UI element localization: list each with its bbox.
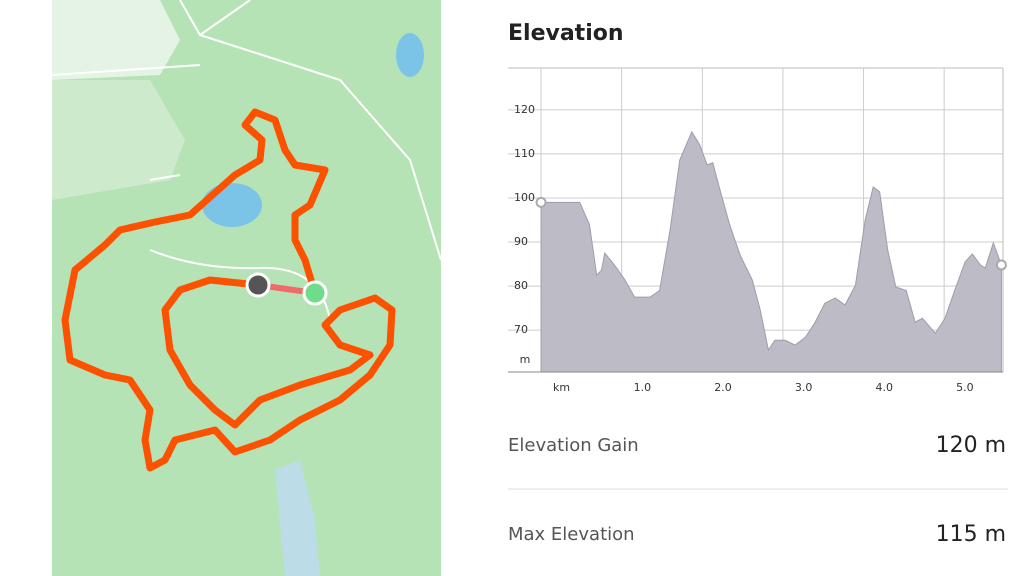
open-area — [52, 80, 185, 200]
endpoint-marker — [535, 196, 547, 208]
x-tick-label: km — [553, 381, 570, 394]
finish-marker — [245, 272, 271, 298]
lake — [202, 183, 262, 227]
elevation-area — [540, 130, 1002, 373]
elevation-chart: 70 80 90 100 110 120 km 1.0 2.0 3.0 4.0 5.0 m — [508, 67, 1007, 394]
lake — [275, 460, 320, 576]
endpoint-marker — [995, 259, 1007, 271]
stat-value: 120 m — [936, 433, 1006, 458]
chart-title: Elevation — [508, 21, 624, 46]
route — [61, 108, 396, 472]
y-tick-label: 90 — [514, 235, 528, 248]
x-tick-label: 2.0 — [714, 381, 732, 394]
x-tick-label: 4.0 — [876, 381, 894, 394]
y-axis-label: m — [520, 353, 531, 366]
open-area — [52, 0, 180, 80]
x-tick-label: 5.0 — [956, 381, 974, 394]
map — [51, 0, 442, 576]
x-tick-label: 1.0 — [634, 381, 652, 394]
y-tick-label: 120 — [514, 103, 535, 116]
road — [51, 0, 442, 261]
y-tick-label: 80 — [514, 279, 528, 292]
lake — [396, 33, 424, 77]
start-marker — [302, 280, 328, 306]
y-tick-label: 70 — [514, 323, 528, 336]
stat-value: 115 m — [936, 522, 1006, 547]
stat-label: Elevation Gain — [508, 435, 639, 456]
y-tick-label: 110 — [514, 147, 535, 160]
stat-label: Max Elevation — [508, 524, 635, 545]
y-tick-label: 100 — [514, 191, 535, 204]
x-tick-label: 3.0 — [795, 381, 813, 394]
